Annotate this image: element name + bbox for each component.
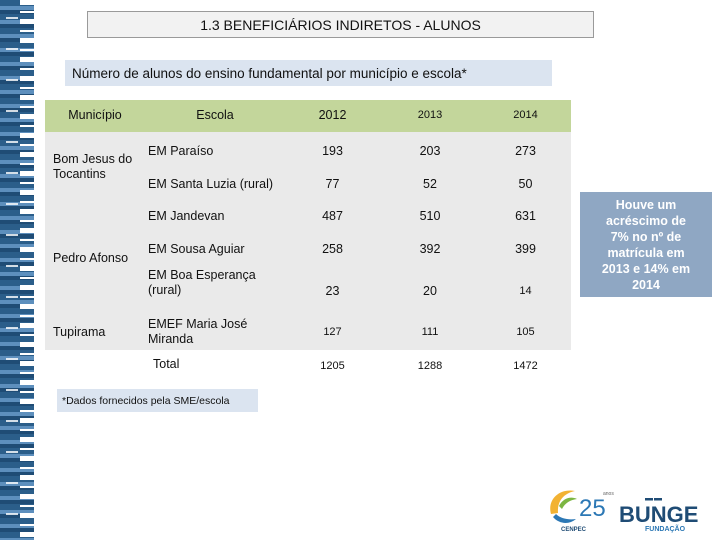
value-2013: 111 xyxy=(421,326,439,338)
value-2012: 193 xyxy=(322,144,343,158)
total-2013: 1288 xyxy=(417,360,443,372)
value-2012: 23 xyxy=(325,284,340,298)
total-label: Total xyxy=(153,357,180,371)
cenpec-logo-icon: 25 anos CENPEC xyxy=(550,490,614,533)
value-2014: 14 xyxy=(519,285,532,297)
value-2013: 20 xyxy=(423,284,437,298)
escola-cell: EMEF Maria José Miranda xyxy=(148,317,248,346)
value-2014: 50 xyxy=(518,177,533,191)
total-2014: 1472 xyxy=(513,360,538,372)
escola-cell: EM Boa Esperança (rural) xyxy=(148,268,256,297)
growth-callout: Houve um acréscimo de 7% no nº de matríc… xyxy=(580,192,712,297)
value-2013: 52 xyxy=(423,177,437,191)
value-2013: 203 xyxy=(419,144,441,158)
value-2012: 487 xyxy=(322,209,343,223)
svg-text:25: 25 xyxy=(579,495,606,522)
table-subtitle-text: Número de alunos do ensino fundamental p… xyxy=(72,65,467,81)
escola-cell: EM Paraíso xyxy=(148,144,214,158)
value-2014: 105 xyxy=(516,326,535,338)
decorative-left-border xyxy=(0,0,34,540)
header-2014: 2014 xyxy=(513,109,538,121)
bunge-logo-icon: BUNGE FUNDAÇÃO xyxy=(619,498,698,533)
cenpec-bunge-logos-icon: 25 anos CENPEC BUNGE FUNDAÇÃO xyxy=(550,490,698,533)
municipio-tupirama: Tupirama xyxy=(53,325,106,339)
value-2012: 77 xyxy=(325,177,340,191)
value-2014: 631 xyxy=(515,209,536,223)
border-torn-edge xyxy=(20,0,34,540)
escola-cell: EM Santa Luzia (rural) xyxy=(148,177,274,191)
svg-text:anos: anos xyxy=(603,491,614,497)
border-specks xyxy=(6,0,18,540)
header-2013: 2013 xyxy=(417,109,443,121)
source-note-text: *Dados fornecidos pela SME/escola xyxy=(62,394,230,407)
table-header-row xyxy=(45,100,571,132)
svg-text:CENPEC: CENPEC xyxy=(561,527,587,533)
svg-text:BUNGE: BUNGE xyxy=(619,502,698,527)
value-2014: 399 xyxy=(515,242,536,256)
value-2012: 258 xyxy=(322,242,343,256)
value-2013: 392 xyxy=(419,242,441,256)
escola-cell: EM Jandevan xyxy=(148,209,225,223)
source-note: *Dados fornecidos pela SME/escola xyxy=(57,389,258,412)
page-title-text: 1.3 BENEFICIÁRIOS INDIRETOS - ALUNOS xyxy=(200,16,481,33)
svg-text:FUNDAÇÃO: FUNDAÇÃO xyxy=(645,524,686,533)
municipio-pedro-afonso: Pedro Afonso xyxy=(53,251,129,265)
header-escola: Escola xyxy=(196,108,234,122)
value-2014: 273 xyxy=(515,144,536,158)
page-title: 1.3 BENEFICIÁRIOS INDIRETOS - ALUNOS xyxy=(87,11,594,38)
header-2012: 2012 xyxy=(318,108,347,122)
total-2012: 1205 xyxy=(320,360,345,372)
growth-callout-text: Houve um acréscimo de 7% no nº de matríc… xyxy=(601,197,691,292)
escola-cell: EM Sousa Aguiar xyxy=(148,242,245,256)
students-table: Município Escola 2012 2013 2014 Bom Jesu… xyxy=(45,100,571,372)
value-2012: 127 xyxy=(323,326,342,338)
value-2013: 510 xyxy=(419,209,441,223)
header-municipio: Município xyxy=(68,108,122,122)
footer-logos: 25 anos CENPEC BUNGE FUNDAÇÃO xyxy=(545,484,710,534)
municipio-bom-jesus: Bom Jesus do Tocantins xyxy=(53,152,133,181)
table-subtitle: Número de alunos do ensino fundamental p… xyxy=(65,60,552,86)
